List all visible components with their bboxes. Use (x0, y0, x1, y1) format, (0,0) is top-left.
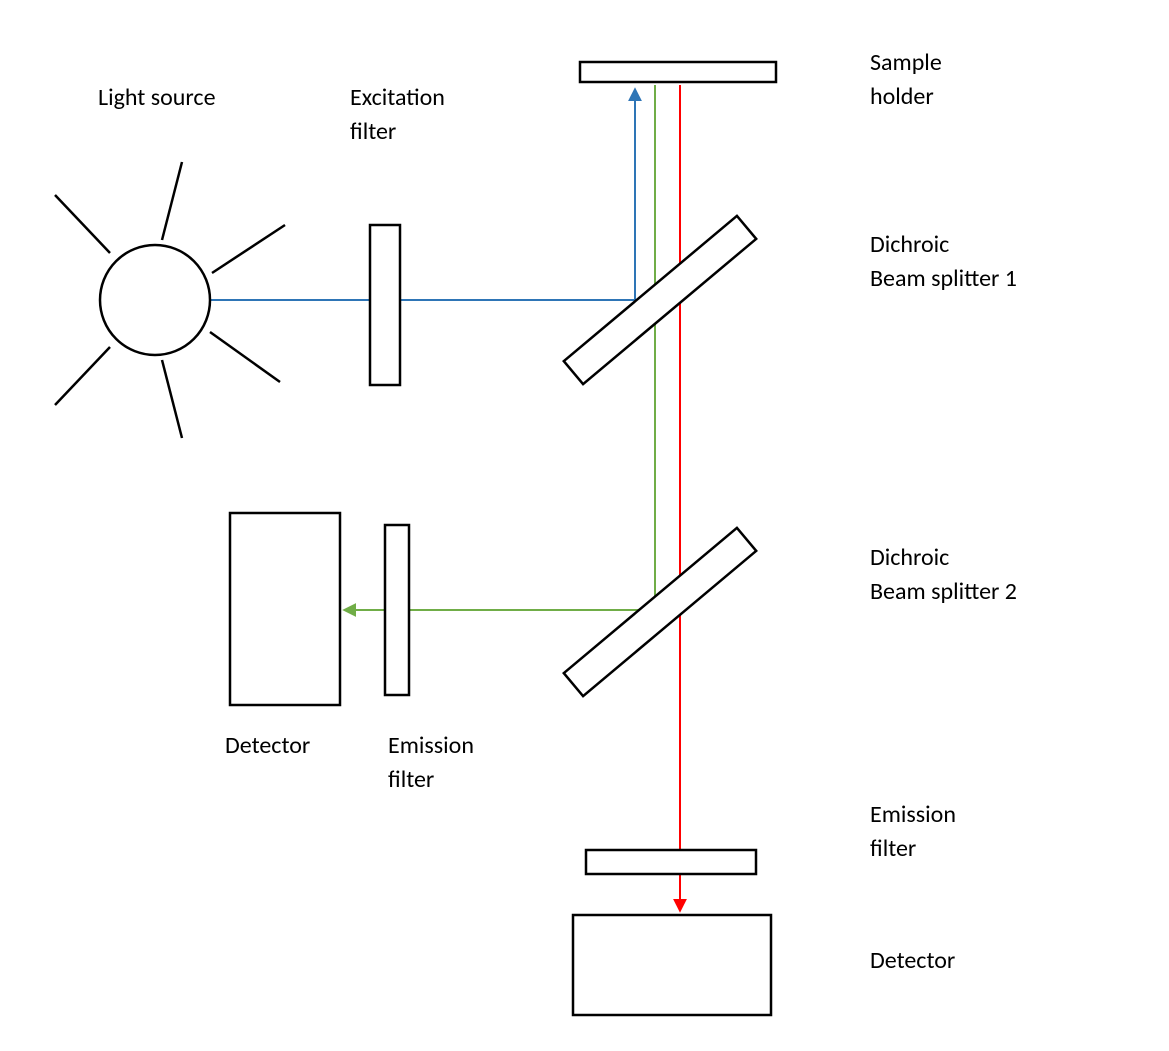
detector-1-label: Detector (225, 731, 310, 760)
dichroic-1-label: DichroicBeam splitter 1 (870, 230, 1017, 293)
emission-filter-1-label: Emissionfilter (388, 731, 474, 794)
detector-1-icon (230, 513, 340, 705)
detector-2-icon (573, 915, 771, 1015)
dichroic-2-icon (564, 528, 756, 696)
sample-holder-label: Sampleholder (870, 48, 942, 111)
light-ray (212, 225, 285, 273)
dichroic-2-label: DichroicBeam splitter 2 (870, 543, 1017, 606)
light-source-label: Light source (98, 83, 216, 112)
emission-filter-1-icon (385, 525, 409, 695)
light-source-icon (100, 245, 210, 355)
excitation-filter-label: Excitationfilter (350, 83, 445, 146)
light-ray (55, 195, 110, 253)
sample-holder-icon (580, 62, 776, 82)
light-ray (162, 360, 182, 438)
light-ray (55, 347, 110, 405)
detector-2-label: Detector (870, 946, 955, 975)
emission-filter-2-label: Emissionfilter (870, 800, 956, 863)
emission-filter-2-icon (586, 850, 756, 874)
excitation-filter-icon (370, 225, 400, 385)
light-ray (210, 332, 280, 382)
light-ray (162, 162, 182, 240)
